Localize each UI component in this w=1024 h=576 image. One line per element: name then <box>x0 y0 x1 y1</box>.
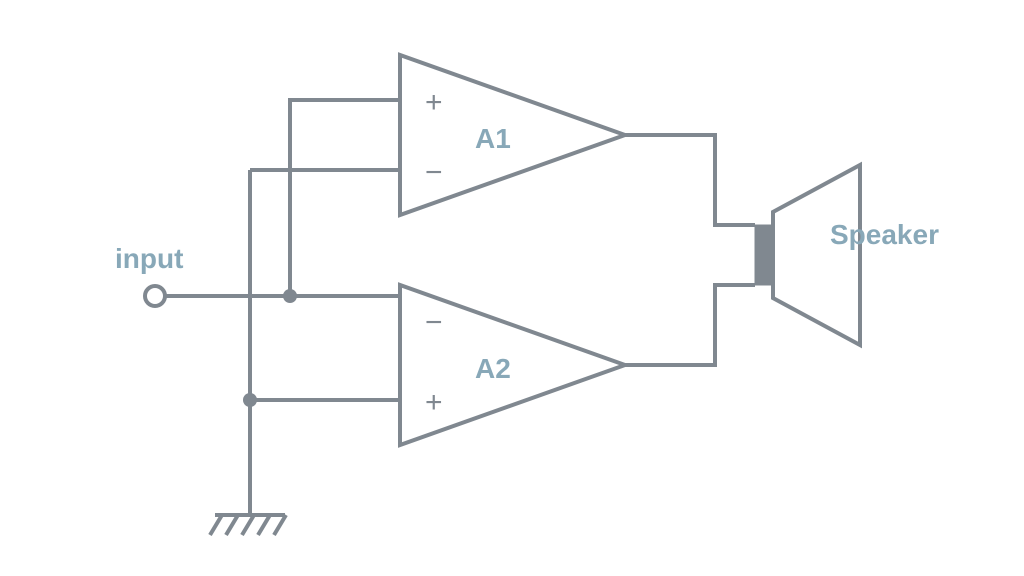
speaker-label: Speaker <box>830 219 939 250</box>
btl-amplifier-diagram: + − − + input A1 A2 Speaker <box>0 0 1024 576</box>
amp-a1-label: A1 <box>475 123 511 154</box>
amp-a1 <box>400 55 625 215</box>
a2-minus-sign: − <box>425 306 443 339</box>
a1-minus-sign: − <box>425 156 443 189</box>
a2-plus-sign: + <box>425 386 443 419</box>
wire-to-a1-plus <box>290 100 400 296</box>
a1-plus-sign: + <box>425 86 443 119</box>
input-label: input <box>115 243 183 274</box>
wire-a1-out <box>625 135 755 225</box>
speaker-symbol <box>755 165 860 345</box>
ground-symbol <box>210 515 286 535</box>
amp-a2-label: A2 <box>475 353 511 384</box>
wire-a2-out <box>625 285 755 365</box>
input-terminal <box>145 286 165 306</box>
